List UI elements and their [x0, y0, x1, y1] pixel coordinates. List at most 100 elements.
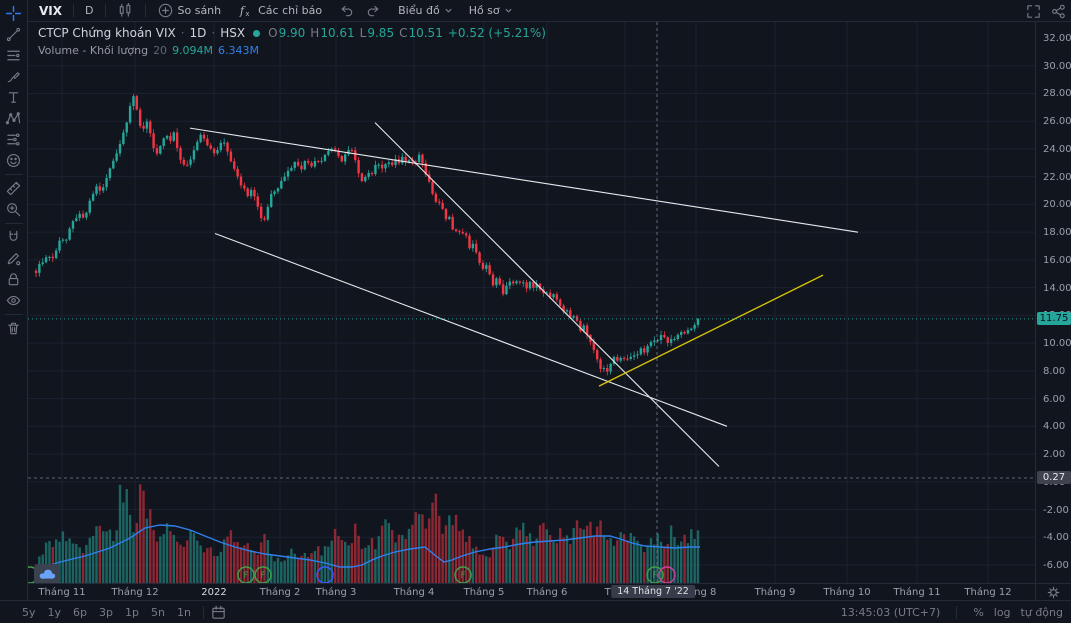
brush-tool-button[interactable] — [2, 66, 26, 87]
fullscreen-icon[interactable] — [1025, 3, 1042, 20]
emoji-tool-button[interactable] — [2, 150, 26, 171]
undo-button[interactable] — [333, 0, 360, 21]
percent-scale-toggle[interactable]: % — [973, 605, 984, 619]
delete-tool-tool-button[interactable] — [2, 318, 26, 339]
high-label: H — [310, 26, 320, 40]
time-tick-label: Tháng 11 — [893, 587, 941, 598]
chevron-down-icon — [504, 6, 513, 15]
price-tick-label: 28.00 — [1043, 88, 1071, 100]
price-tick-label: 4.00 — [1043, 421, 1066, 433]
lock-drawings-tool-button[interactable] — [2, 269, 26, 290]
range-button-5y[interactable]: 5y — [22, 605, 36, 619]
draw-mode-tool-button[interactable] — [2, 248, 26, 269]
svg-text:F: F — [653, 571, 658, 581]
volume-bars-layer — [34, 484, 700, 583]
xabcd-pattern-tool-button[interactable] — [2, 108, 26, 129]
crosshair-tool-button[interactable] — [2, 3, 26, 24]
range-buttons: 5y 1y 6p 3p 1p 5n 1n — [16, 606, 197, 619]
drawing-toolbar — [0, 0, 28, 600]
magnet-tool-button[interactable] — [2, 227, 26, 248]
legend-separator: · — [180, 26, 185, 40]
price-tick-label: 22.00 — [1043, 171, 1071, 183]
time-tick-label: Tháng 8 — [675, 587, 717, 598]
market-status-dot — [253, 29, 261, 37]
go-to-date-icon[interactable] — [210, 604, 227, 621]
range-button-1p[interactable]: 1p — [125, 605, 139, 619]
forecast-tool-button[interactable] — [2, 129, 26, 150]
legend-volume-row[interactable]: Volume - Khối lượng 20 9.094M 6.343M — [38, 43, 546, 58]
range-button-3p[interactable]: 3p — [99, 605, 113, 619]
open-label: O — [268, 26, 278, 40]
axis-corner[interactable] — [1035, 583, 1071, 600]
legend-title: CTCP Chứng khoán VIX — [38, 26, 176, 40]
ruler-tool-button[interactable] — [2, 178, 26, 199]
volume-value: 9.094M — [172, 44, 214, 57]
toolbar-separator — [4, 314, 23, 315]
bottom-toolbar: 5y 1y 6p 3p 1p 5n 1n 13:45:03 (UTC+7) % log tự… — [0, 600, 1071, 623]
text-tool-button[interactable] — [2, 87, 26, 108]
svg-text:F: F — [261, 571, 266, 581]
volume-ma-length: 20 — [153, 44, 168, 57]
svg-text:F: F — [461, 571, 466, 581]
range-button-6p[interactable]: 6p — [73, 605, 88, 619]
toolbar-separator — [73, 4, 75, 17]
price-tick-label: 26.00 — [1043, 116, 1071, 128]
profile-menu[interactable]: Hồ sơ — [464, 2, 518, 19]
range-button-1y[interactable]: 1y — [47, 605, 62, 619]
price-tick-label: 24.00 — [1043, 143, 1071, 155]
symbol-search-button[interactable]: VIX — [39, 3, 63, 18]
hide-drawings-tool-button[interactable] — [2, 290, 26, 311]
price-tick-label: 14.00 — [1043, 282, 1071, 294]
volume-ma-line[interactable] — [35, 524, 700, 571]
svg-text:f: f — [239, 3, 246, 17]
zoom-in-tool-button[interactable] — [2, 199, 26, 220]
crosshair-price-badge: 0.27 — [1037, 471, 1071, 485]
toolbar-separator — [202, 605, 204, 619]
range-button-5n[interactable]: 5n — [150, 605, 165, 619]
time-tick-label: Tháng 11 — [38, 587, 86, 598]
time-tick-label: Tháng 10 — [823, 587, 871, 598]
candles-layer — [34, 94, 700, 376]
redo-button[interactable] — [360, 0, 387, 21]
time-tick-label: Tháng 12 — [111, 587, 159, 598]
price-axis[interactable]: 32.00 30.00 28.00 26.00 24.00 22.00 20.00 18.00… — [1035, 22, 1071, 583]
time-tick-label: Tháng 9 — [754, 587, 796, 598]
interval-button[interactable]: D — [85, 4, 94, 17]
chart-style-candles-icon[interactable] — [112, 0, 139, 21]
log-scale-toggle[interactable]: log — [993, 605, 1011, 619]
open-value: 9.90 — [278, 26, 306, 40]
legend-separator: · — [211, 26, 216, 40]
fib-tools-tool-button[interactable] — [2, 45, 26, 66]
price-tick-label: 32.00 — [1043, 33, 1071, 44]
trendline-tool-button[interactable] — [2, 24, 26, 45]
low-value: 9.85 — [367, 26, 395, 40]
chart-menu-label: Biểu đồ — [398, 4, 440, 17]
svg-text:x: x — [246, 10, 250, 18]
price-tick-label: -2.00 — [1043, 504, 1069, 516]
price-tick-label: 18.00 — [1043, 227, 1071, 239]
time-tick-label: 2022 — [201, 587, 227, 598]
time-axis[interactable]: Tháng 11 Tháng 12 2022 Tháng 2 Tháng 3 Tháng … — [28, 583, 1035, 600]
close-label: C — [399, 26, 408, 40]
price-tick-label: 20.00 — [1043, 199, 1071, 211]
volume-ma-value: 6.343M — [218, 44, 260, 57]
share-icon[interactable] — [1050, 3, 1067, 20]
svg-text:F: F — [244, 571, 249, 581]
auto-scale-toggle[interactable]: tự động — [1020, 605, 1063, 619]
compare-button[interactable]: So sánh — [152, 0, 227, 21]
time-tick-label: Tháng 6 — [526, 587, 568, 598]
chart-layout-menu[interactable]: Biểu đồ — [393, 2, 458, 19]
toolbar-separator — [956, 605, 958, 619]
gear-icon[interactable] — [1045, 584, 1062, 601]
clock[interactable]: 13:45:03 (UTC+7) — [840, 605, 941, 619]
trendline-drawings[interactable] — [189, 122, 859, 467]
range-button-1n[interactable]: 1n — [176, 605, 191, 619]
